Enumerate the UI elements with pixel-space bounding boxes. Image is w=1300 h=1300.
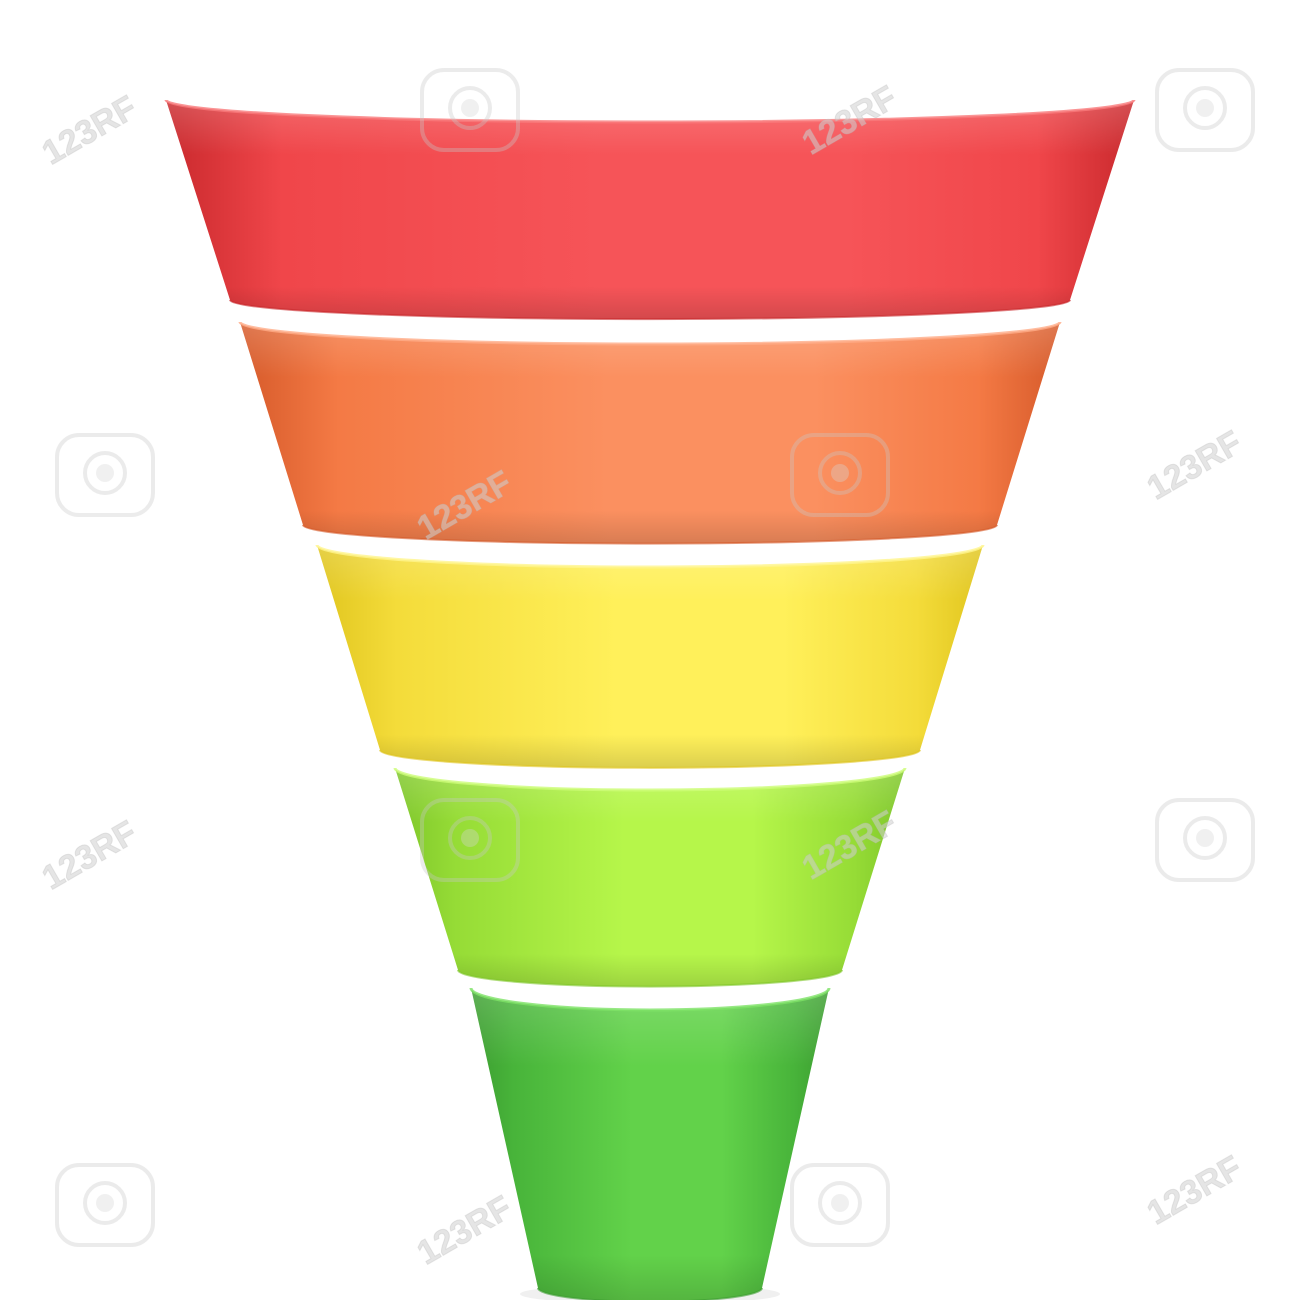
watermark-camera-icon <box>1155 68 1255 152</box>
funnel-stage-2 <box>238 321 1062 545</box>
funnel-stage-3-rim <box>315 544 985 569</box>
funnel-stage-5-base-edge <box>537 1287 763 1300</box>
watermark-camera-icon <box>420 68 520 152</box>
funnel-stage-2-rim <box>238 321 1062 346</box>
funnel-stage-5-shading <box>471 988 829 1300</box>
watermark-camera-icon <box>790 1163 890 1247</box>
funnel-stage-5-rim <box>469 987 831 1012</box>
funnel <box>164 99 1136 1300</box>
funnel-stage-3-shading <box>317 545 983 768</box>
watermark-camera-icon <box>55 433 155 517</box>
watermark-camera-icon <box>790 433 890 517</box>
funnel-stage-2-base-edge <box>302 524 998 545</box>
funnel-stage-1-shading <box>166 100 1134 320</box>
funnel-stage-4-base-edge <box>457 969 843 988</box>
funnel-stage-4-rim <box>393 767 907 792</box>
funnel-stage-4 <box>393 767 907 988</box>
funnel-stage-1 <box>164 99 1136 321</box>
watermark-camera-icon <box>420 798 520 882</box>
funnel-stage-5 <box>469 987 831 1300</box>
funnel-stage-1-base-edge <box>229 299 1071 321</box>
watermark-camera-icon <box>55 1163 155 1247</box>
funnel-stage-3 <box>315 544 985 769</box>
funnel-stage-4-shading <box>395 768 905 987</box>
funnel-stage-2-shading <box>240 322 1060 544</box>
funnel-stage-3-base-edge <box>379 749 921 769</box>
funnel-stage-1-rim <box>164 99 1136 124</box>
watermark-camera-icon <box>1155 798 1255 882</box>
